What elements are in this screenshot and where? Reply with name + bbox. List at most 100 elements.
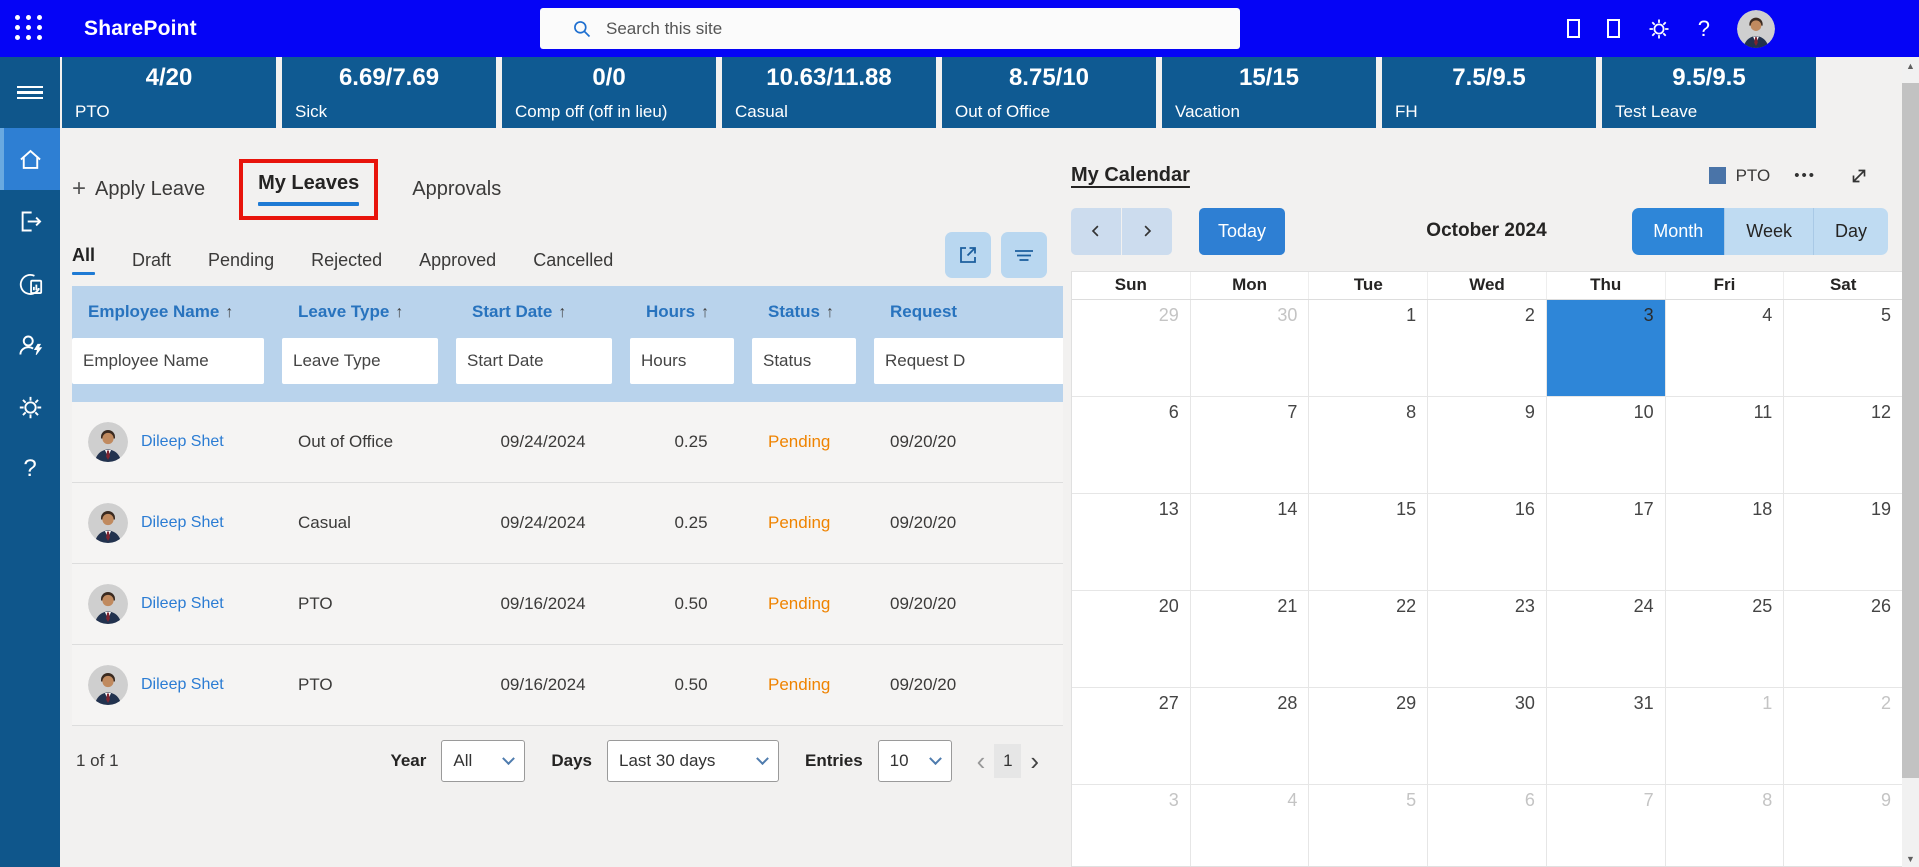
table-row[interactable]: Dileep Shet PTO 09/16/2024 0.50 Pending … xyxy=(72,645,1063,726)
calendar-day-today[interactable]: 3 xyxy=(1545,300,1665,396)
calendar-day[interactable]: 20 xyxy=(1158,596,1179,616)
calendar-day[interactable]: 2 xyxy=(1427,300,1546,396)
calendar-day[interactable]: 17 xyxy=(1545,494,1665,590)
filter-cancelled[interactable]: Cancelled xyxy=(533,250,613,271)
calendar-day[interactable]: 29 xyxy=(1308,688,1427,784)
calendar-day[interactable]: 10 xyxy=(1545,397,1665,493)
calendar-day[interactable]: 7 xyxy=(1189,397,1309,493)
calendar-day[interactable]: 30 xyxy=(1189,300,1309,396)
calendar-day[interactable]: 15 xyxy=(1308,494,1427,590)
calendar-day[interactable]: 21 xyxy=(1189,591,1309,687)
calendar-day[interactable]: 29 xyxy=(1158,305,1179,325)
column-header-request-date[interactable]: Request xyxy=(874,302,1063,322)
employee-name-link[interactable]: Dileep Shet xyxy=(141,433,224,450)
calendar-title[interactable]: My Calendar xyxy=(1071,164,1190,186)
vertical-scrollbar[interactable]: ▲ ▼ xyxy=(1902,57,1919,867)
days-select[interactable]: Last 30 days xyxy=(607,740,780,782)
calendar-day[interactable]: 19 xyxy=(1783,494,1902,590)
calendar-day[interactable]: 11 xyxy=(1664,397,1784,493)
tab-apply-leave[interactable]: + Apply Leave xyxy=(72,175,205,203)
calendar-day[interactable]: 13 xyxy=(1158,499,1179,519)
column-header-status[interactable]: Status ↑ xyxy=(752,302,874,322)
calendar-day[interactable]: 8 xyxy=(1664,785,1784,866)
filter-draft[interactable]: Draft xyxy=(132,250,171,271)
sidebar-item-help[interactable]: ? xyxy=(0,438,60,500)
site-search[interactable] xyxy=(540,8,1240,49)
calendar-prev-button[interactable] xyxy=(1071,207,1121,255)
column-header-employee-name[interactable]: Employee Name ↑ xyxy=(72,302,282,322)
more-options-icon[interactable]: ••• xyxy=(1794,167,1816,184)
filter-rejected[interactable]: Rejected xyxy=(311,250,382,271)
open-external-button[interactable] xyxy=(945,232,991,278)
filter-input-hours[interactable] xyxy=(630,338,734,384)
calendar-day[interactable]: 7 xyxy=(1545,785,1665,866)
page-prev-icon[interactable]: ‹ xyxy=(976,746,986,776)
scroll-up-icon[interactable]: ▲ xyxy=(1906,60,1915,71)
calendar-day[interactable]: 26 xyxy=(1783,591,1902,687)
unknown-glyph-icon-2[interactable] xyxy=(1606,19,1620,38)
calendar-day[interactable]: 30 xyxy=(1427,688,1546,784)
filter-pending[interactable]: Pending xyxy=(208,250,274,271)
employee-name-link[interactable]: Dileep Shet xyxy=(141,595,224,612)
scroll-down-icon[interactable]: ▼ xyxy=(1906,853,1915,864)
filter-approved[interactable]: Approved xyxy=(419,250,496,271)
calendar-day[interactable]: 27 xyxy=(1158,693,1179,713)
calendar-day[interactable]: 25 xyxy=(1664,591,1784,687)
calendar-day[interactable]: 5 xyxy=(1783,300,1902,396)
calendar-day[interactable]: 18 xyxy=(1664,494,1784,590)
filter-list-button[interactable] xyxy=(1001,232,1047,278)
calendar-day[interactable]: 6 xyxy=(1168,402,1179,422)
today-button[interactable]: Today xyxy=(1199,207,1286,255)
calendar-day[interactable]: 2 xyxy=(1783,688,1902,784)
column-header-leave-type[interactable]: Leave Type ↑ xyxy=(282,302,456,322)
calendar-day[interactable]: 16 xyxy=(1427,494,1546,590)
page-next-icon[interactable]: › xyxy=(1030,746,1039,776)
filter-all[interactable]: All xyxy=(72,245,96,275)
view-day-button[interactable]: Day xyxy=(1812,207,1888,255)
table-row[interactable]: Dileep Shet Casual 09/24/2024 0.25 Pendi… xyxy=(72,483,1063,564)
view-month-button[interactable]: Month xyxy=(1632,207,1725,255)
page-number[interactable]: 1 xyxy=(994,744,1022,778)
calendar-day[interactable]: 28 xyxy=(1189,688,1309,784)
sidebar-item-sign-out[interactable] xyxy=(0,190,60,252)
filter-input-request-date[interactable] xyxy=(874,338,1063,384)
calendar-day[interactable]: 4 xyxy=(1189,785,1309,866)
filter-input-employee-name[interactable] xyxy=(72,338,264,384)
scrollbar-thumb[interactable] xyxy=(1902,83,1919,778)
filter-input-leave-type[interactable] xyxy=(282,338,438,384)
calendar-day[interactable]: 9 xyxy=(1783,785,1902,866)
sidebar-item-settings[interactable] xyxy=(0,376,60,438)
table-row[interactable]: Dileep Shet PTO 09/16/2024 0.50 Pending … xyxy=(72,564,1063,645)
sidebar-item-reports[interactable] xyxy=(0,252,60,314)
entries-select[interactable]: 10 xyxy=(877,740,952,782)
calendar-day[interactable]: 12 xyxy=(1783,397,1902,493)
column-header-hours[interactable]: Hours ↑ xyxy=(630,302,752,322)
sidebar-item-home[interactable] xyxy=(0,128,60,190)
tab-my-leaves[interactable]: My Leaves xyxy=(258,172,360,206)
calendar-day[interactable]: 4 xyxy=(1664,300,1784,396)
calendar-day[interactable]: 14 xyxy=(1189,494,1309,590)
unknown-glyph-icon-1[interactable] xyxy=(1566,19,1580,38)
table-row[interactable]: Dileep Shet Out of Office 09/24/2024 0.2… xyxy=(72,402,1063,483)
calendar-day[interactable]: 23 xyxy=(1427,591,1546,687)
filter-input-status[interactable] xyxy=(752,338,856,384)
employee-name-link[interactable]: Dileep Shet xyxy=(141,676,224,693)
calendar-day[interactable]: 6 xyxy=(1427,785,1546,866)
employee-name-link[interactable]: Dileep Shet xyxy=(141,514,224,531)
calendar-day[interactable]: 9 xyxy=(1427,397,1546,493)
calendar-day[interactable]: 22 xyxy=(1308,591,1427,687)
expand-icon[interactable] xyxy=(1848,165,1870,187)
calendar-day[interactable]: 24 xyxy=(1545,591,1665,687)
calendar-day[interactable]: 3 xyxy=(1168,790,1179,810)
tab-approvals[interactable]: Approvals xyxy=(412,178,501,201)
calendar-day[interactable]: 31 xyxy=(1545,688,1665,784)
calendar-day[interactable]: 1 xyxy=(1664,688,1784,784)
year-select[interactable]: All xyxy=(441,740,526,782)
gear-icon[interactable] xyxy=(1647,17,1671,41)
user-avatar[interactable] xyxy=(1737,9,1775,48)
app-launcher-icon[interactable] xyxy=(15,15,43,40)
filter-input-start-date[interactable] xyxy=(456,338,612,384)
sidebar-menu-toggle[interactable] xyxy=(0,57,60,128)
calendar-day[interactable]: 1 xyxy=(1308,300,1427,396)
search-input[interactable] xyxy=(606,18,1240,39)
